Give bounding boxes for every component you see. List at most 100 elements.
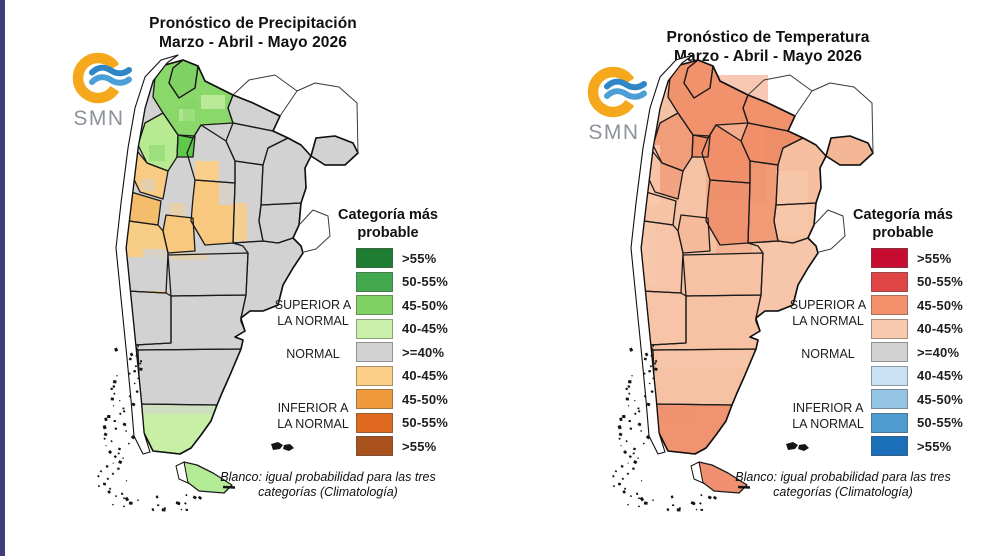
legend-color-swatch [871,342,908,362]
legend-color-swatch [871,436,908,456]
region-tdf [184,462,232,493]
title-line2: Marzo - Abril - Mayo 2026 [674,48,862,65]
region-neuquen [127,291,171,345]
region-san_luis [678,215,710,253]
legend-color-swatch [356,248,393,268]
raster-patches [127,95,247,414]
region-border-san_luis [677,214,711,254]
smn-logo-icon [72,52,132,104]
region-misiones [311,136,358,165]
legend-title: Categoría más probable [338,207,438,241]
legend-entry-label: >55% [917,250,952,266]
legend-color-swatch [356,342,393,362]
legend-color-swatch [871,389,908,409]
legend-entry: 40-45% [871,365,964,386]
region-tucuman [692,135,710,157]
legend-group-superior: SUPERIOR A LA NORMAL [789,298,867,328]
chile-tdf [175,461,189,484]
footnote: Blanco: igual probabilidad para las tres… [735,470,951,499]
legend-group-superior: SUPERIOR A LA NORMAL [274,298,352,328]
legend-color-swatch [871,271,908,292]
title-line1: Pronóstico de Temperatura [666,29,870,46]
legend-group-inferior: INFERIOR A LA NORMAL [792,401,864,431]
region-chubut [138,349,241,405]
region-la_pampa [683,253,763,296]
region-san_luis [163,215,195,253]
legend-entry: 40-45% [871,318,963,339]
legend-entry-label: 40-45% [917,368,964,383]
title-line2: Marzo - Abril - Mayo 2026 [159,34,347,51]
legend-entry: 45-50% [356,389,448,409]
legend-entry-label: >=40% [402,344,445,360]
legend-entry-label: >55% [917,438,952,454]
legend-entry: 50-55% [356,412,449,433]
region-la_pampa [168,253,248,296]
region-la_rioja [131,152,168,199]
region-buenos_aires [748,238,818,318]
chilean-archipelago [612,345,718,512]
legend-entry: 50-55% [871,412,964,433]
legend-title: Categoría más probable [853,207,953,241]
legend-group-normal: NORMAL [286,347,340,361]
neighbor-borders [747,74,874,253]
legend-entry-label: 40-45% [402,368,449,383]
page-title: Pronóstico de Temperatura Marzo - Abril … [601,28,935,66]
region-rio_negro [135,295,246,350]
legend-entry: >55% [356,436,448,456]
title-line1: Pronóstico de Precipitación [149,15,357,32]
region-catamarca [138,113,178,171]
legend-color-swatch [356,436,393,456]
smn-logo-text: SMN [73,107,125,130]
argentina-map-precipitation [97,54,359,512]
region-catamarca [653,113,693,171]
region-tucuman [177,135,195,157]
legend-group-inferior: INFERIOR A LA NORMAL [277,401,349,431]
legend-entry-label: 50-55% [402,274,449,289]
malvinas-islands [222,442,294,489]
region-jujuy [169,60,198,98]
left-edge-bar [0,0,5,556]
legend-entry-label: 45-50% [917,391,964,407]
region-border-san_luis [162,214,196,254]
region-misiones [826,136,873,165]
legend-color-swatch [871,412,908,433]
legend-color-swatch [871,248,908,268]
smn-logo-text: SMN [588,121,640,144]
legend-entry: 45-50% [871,389,963,409]
legend: >55% 50-55% 45-50% 40-45% >=40% 40-45% 45-50% 5… [871,248,963,460]
smn-logo: SMN [58,50,140,130]
legend-color-swatch [871,295,908,315]
smn-logo-icon [587,66,647,118]
temperature-pane: Pronóstico de Temperatura Marzo - Abril … [543,0,1000,556]
legend-entry-label: >55% [402,438,437,454]
footnote: Blanco: igual probabilidad para las tres… [220,470,436,499]
smn-logo: SMN [573,64,655,144]
region-santa_cruz [140,404,217,454]
legend-entry: >55% [871,436,963,456]
legend-entry: >55% [356,248,448,268]
legend-color-swatch [356,389,393,409]
legend-entry: >=40% [356,342,448,362]
legend-entry-label: 45-50% [402,297,449,313]
chile-tdf [690,461,704,484]
legend-entry: 45-50% [871,295,963,315]
legend-group-normal: NORMAL [801,347,855,361]
legend-color-swatch [871,318,908,339]
page-title: Pronóstico de Precipitación Marzo - Abri… [86,14,420,52]
region-santa_cruz [655,404,732,454]
region-san_juan [125,192,161,225]
region-santa_fe [748,161,778,243]
region-salta [153,60,233,138]
legend: >55% 50-55% 45-50% 40-45% >=40% 40-45% 45-50% 5… [356,248,448,460]
argentina-map-temperature [612,54,874,512]
legend-color-swatch [356,295,393,315]
malvinas-islands [737,442,809,489]
legend-entry-label: 50-55% [917,415,964,430]
legend-entry-label: 50-55% [402,415,449,430]
region-entre_rios [259,203,301,243]
legend-color-swatch [356,318,393,339]
region-chaco [226,123,288,165]
legend-entry-label: 45-50% [917,297,964,313]
legend-entry: >55% [871,248,963,268]
